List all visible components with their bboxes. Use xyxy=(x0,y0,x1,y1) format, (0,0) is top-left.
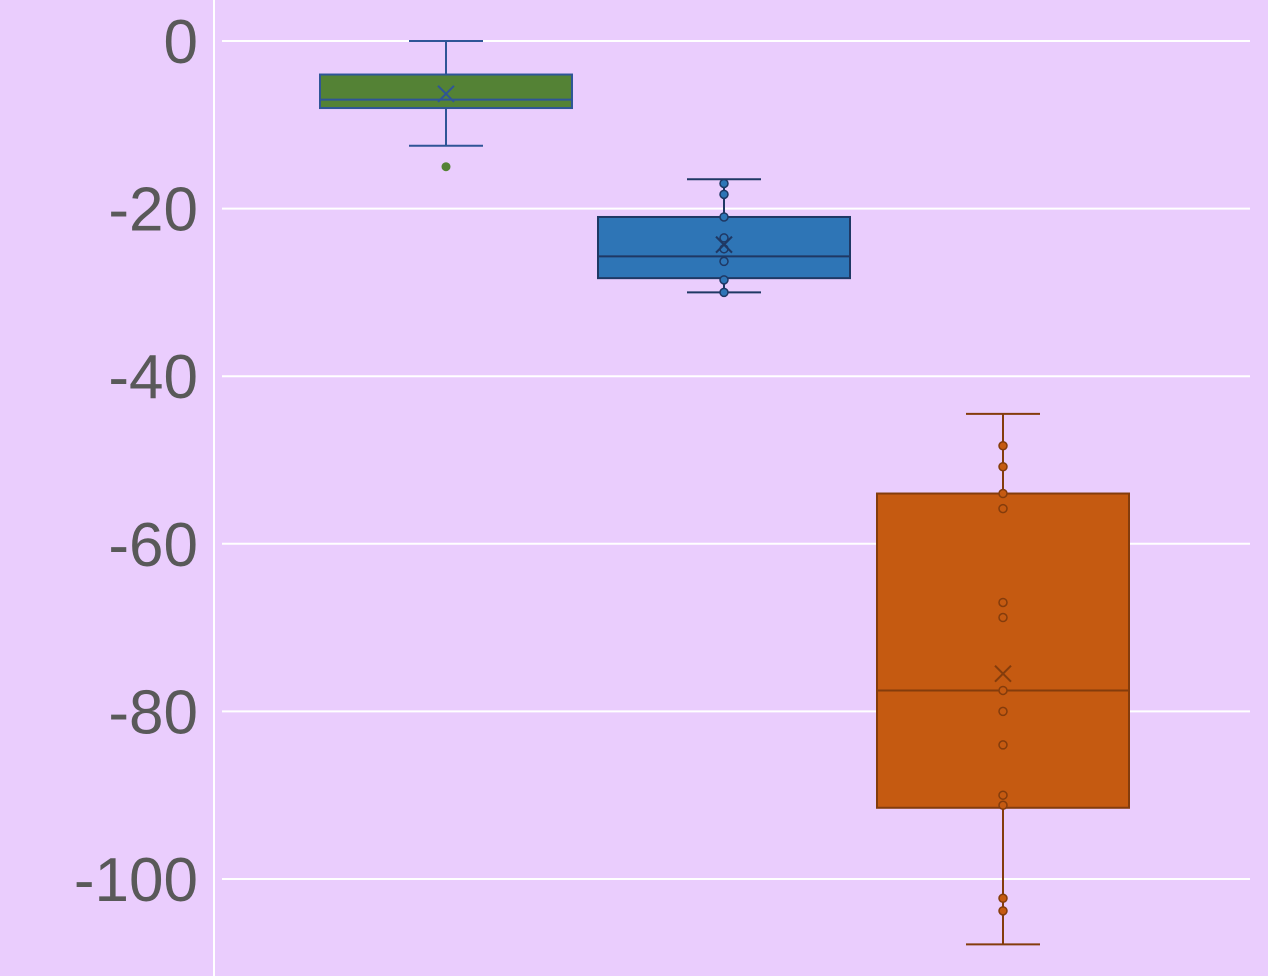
mean-marker xyxy=(437,85,455,103)
y-tick-label: -80 xyxy=(108,678,198,747)
y-tick-label: -20 xyxy=(108,176,198,245)
box xyxy=(876,492,1130,809)
data-point xyxy=(719,256,729,267)
data-point xyxy=(998,597,1008,608)
y-tick-label: -100 xyxy=(74,846,198,915)
outlier-point xyxy=(441,162,451,172)
data-point xyxy=(719,189,729,200)
data-point xyxy=(998,461,1008,472)
data-point xyxy=(998,488,1008,499)
box-series xyxy=(319,40,1130,946)
y-tick-labels: 0 -20 -40 -60 -80 -100 xyxy=(74,8,198,915)
data-point xyxy=(998,503,1008,514)
mean-marker xyxy=(715,235,733,254)
data-point xyxy=(719,287,729,298)
data-point xyxy=(998,740,1008,750)
y-tick-label: -60 xyxy=(108,511,198,580)
box-series-1 xyxy=(319,40,573,172)
box-series-2 xyxy=(597,178,851,298)
data-point xyxy=(719,233,729,243)
y-tick-label: 0 xyxy=(164,8,198,77)
data-point xyxy=(998,893,1008,904)
box xyxy=(319,73,573,110)
data-point xyxy=(998,906,1008,916)
mean-marker xyxy=(994,664,1012,683)
data-point xyxy=(998,800,1008,811)
data-point xyxy=(998,706,1008,717)
box-series-3 xyxy=(876,412,1130,946)
gridlines xyxy=(222,40,1250,880)
data-point xyxy=(719,212,729,222)
y-tick-label: -40 xyxy=(108,343,198,412)
data-point xyxy=(998,612,1008,623)
data-point xyxy=(998,790,1008,800)
data-point xyxy=(998,685,1008,696)
data-point xyxy=(719,275,729,285)
data-point xyxy=(719,178,729,189)
data-point xyxy=(998,441,1008,451)
